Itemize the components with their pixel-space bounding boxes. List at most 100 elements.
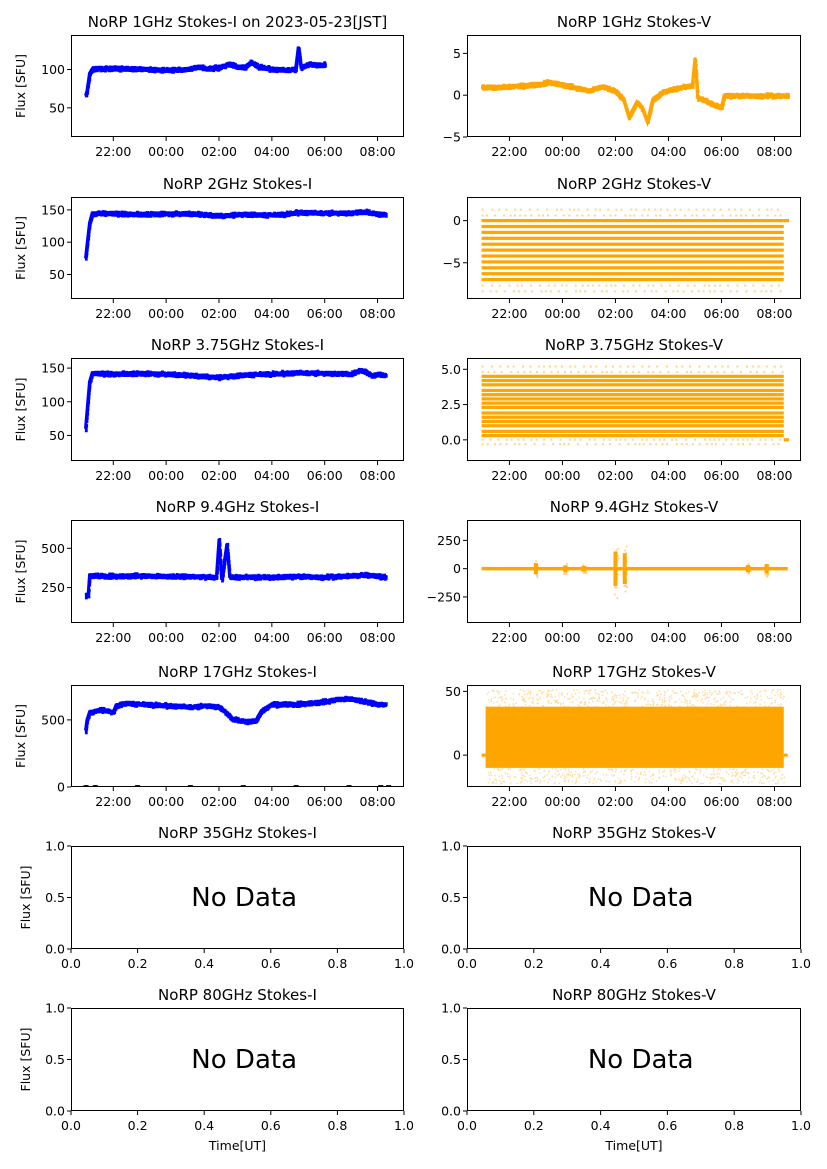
x-tick-label: 0.0 [61, 1118, 81, 1133]
burst-core [533, 563, 538, 575]
subplot-title: NoRP 3.75GHz Stokes-V [545, 336, 724, 354]
quantized-level [481, 230, 784, 235]
x-tick-label: 0.6 [261, 1118, 281, 1133]
y-tick-label: 500 [41, 541, 65, 556]
quantized-level-sparse [481, 371, 784, 374]
quantized-level [481, 429, 784, 433]
data-marks [481, 545, 788, 599]
x-tick-label: 1.0 [791, 1118, 811, 1133]
x-tick-label: 00:00 [148, 794, 184, 809]
burst-core [745, 565, 750, 573]
x-tick-label: 06:00 [307, 630, 343, 645]
quantized-level-sparse [481, 284, 780, 287]
burst-core [622, 553, 627, 585]
subplot-title: NoRP 17GHz Stokes-I [158, 663, 317, 681]
subplot-title: NoRP 3.75GHz Stokes-I [151, 336, 324, 354]
x-tick-label: 08:00 [756, 794, 792, 809]
y-axis-label: Flux [SFU] [13, 378, 28, 442]
y-tick-label: 150 [41, 202, 65, 217]
quantized-level-sparse [481, 438, 786, 441]
x-tick-label: 02:00 [201, 630, 237, 645]
y-tick-label: −250 [427, 589, 461, 604]
x-tick-label: 02:00 [597, 630, 633, 645]
y-axis-label: Flux [SFU] [18, 1028, 33, 1092]
quantized-level-sparse [481, 365, 783, 368]
x-tick-label: 1.0 [394, 1118, 414, 1133]
quantized-level [481, 383, 784, 387]
y-axis-label: Flux [SFU] [13, 216, 28, 280]
quantized-level [481, 434, 784, 438]
series-stokes-i-line [84, 538, 386, 597]
x-tick-label: 1.0 [791, 956, 811, 971]
quantized-level [481, 248, 784, 252]
x-tick-label: 0.6 [657, 1118, 677, 1133]
series-stokes-i-line [84, 46, 325, 97]
series-stokes-i-points [84, 538, 388, 600]
subplot-title: NoRP 35GHz Stokes-I [158, 824, 317, 842]
subplot-80ghz-i: No Data 0.0 0.2 0.4 0.6 0.8 1.0 0.0 0.5 1.0 NoRP 8… [18, 986, 414, 1153]
x-tick-label: 0.0 [457, 956, 477, 971]
subplot-title: NoRP 9.4GHz Stokes-V [550, 498, 719, 516]
axes-frame [71, 846, 404, 949]
subplot-17ghz-i: 22:00 00:00 02:00 04:00 06:00 08:00 0 500 NoRP 1… [13, 663, 404, 809]
subplot-2ghz-v: 22:00 00:00 02:00 04:00 06:00 08:00 −5 0 NoRP 2G… [443, 175, 801, 321]
subplot-title: NoRP 80GHz Stokes-I [158, 986, 317, 1004]
zero-tail [783, 219, 790, 223]
y-tick-label: 0.5 [441, 890, 461, 905]
subplot-title: NoRP 17GHz Stokes-V [552, 663, 717, 681]
series-stokes-i-line [84, 696, 386, 731]
x-tick-label: 04:00 [254, 306, 290, 321]
subplot-title: NoRP 2GHz Stokes-V [557, 175, 712, 193]
y-tick-label: 0 [453, 88, 461, 103]
x-axis-label: Time[UT] [208, 1138, 266, 1153]
series-stokes-i-line [84, 209, 386, 259]
y-tick-label: 150 [41, 361, 65, 376]
x-tick-label: 06:00 [307, 468, 343, 483]
zero-tail [783, 438, 790, 442]
x-tick-label: 22:00 [95, 630, 131, 645]
data-marks [84, 208, 388, 261]
x-tick-label: 06:00 [703, 306, 739, 321]
x-tick-label: 06:00 [703, 144, 739, 159]
y-tick-label: 0.0 [45, 942, 65, 957]
x-tick-label: 02:00 [201, 144, 237, 159]
quantized-level [481, 224, 784, 229]
y-tick-label: 500 [41, 712, 65, 727]
subplot-3_75ghz-v: 22:00 00:00 02:00 04:00 06:00 08:00 0.0 2.5 5.0 N… [441, 336, 801, 483]
quantized-level [481, 374, 784, 378]
subplot-title: NoRP 35GHz Stokes-V [552, 824, 717, 842]
x-tick-label: 22:00 [491, 306, 527, 321]
no-data-label: No Data [191, 883, 297, 913]
x-tick-label: 02:00 [201, 468, 237, 483]
x-tick-label: 0.4 [591, 956, 611, 971]
subplot-35ghz-i: No Data 0.0 0.2 0.4 0.6 0.8 1.0 0.0 0.5 1.0 NoRP 3… [18, 824, 414, 971]
x-tick-label: 0.2 [128, 956, 148, 971]
y-tick-label: 100 [41, 394, 65, 409]
x-tick-label: 02:00 [597, 468, 633, 483]
x-tick-label: 0.4 [194, 1118, 214, 1133]
x-axis-label: Time[UT] [604, 1138, 662, 1153]
x-tick-label: 06:00 [307, 306, 343, 321]
x-tick-label: 08:00 [360, 630, 396, 645]
y-tick-label: 0.0 [45, 1104, 65, 1119]
noise-band [485, 706, 784, 768]
x-tick-label: 00:00 [544, 468, 580, 483]
data-marks [84, 538, 388, 600]
y-tick-label: 1.0 [45, 839, 65, 854]
x-tick-label: 0.2 [524, 956, 544, 971]
x-tick-label: 22:00 [491, 468, 527, 483]
subplot-title: NoRP 9.4GHz Stokes-I [156, 498, 320, 516]
y-tick-label: 0.5 [45, 890, 65, 905]
y-tick-label: 250 [437, 533, 461, 548]
x-tick-label: 22:00 [95, 306, 131, 321]
y-tick-label: 1.0 [45, 1001, 65, 1016]
y-tick-label: −5 [443, 130, 461, 145]
axes-frame [71, 197, 404, 299]
x-tick-label: 08:00 [756, 144, 792, 159]
subplot-title: NoRP 2GHz Stokes-I [163, 175, 312, 193]
zero-head [481, 753, 487, 757]
x-tick-label: 0.0 [61, 956, 81, 971]
quantized-level [481, 242, 784, 246]
y-tick-label: 0 [453, 561, 461, 576]
